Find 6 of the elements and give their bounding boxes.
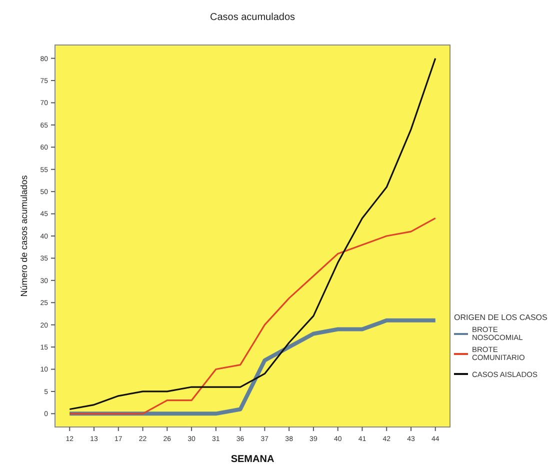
y-axis-title: Número de casos acumulados — [19, 174, 29, 297]
chart-title: Casos acumulados — [210, 12, 296, 23]
legend-title: ORIGEN DE LOS CASOS — [454, 313, 548, 322]
x-axis-title: SEMANA — [230, 454, 274, 465]
line-series — [68, 217, 436, 414]
line-series — [68, 58, 436, 410]
